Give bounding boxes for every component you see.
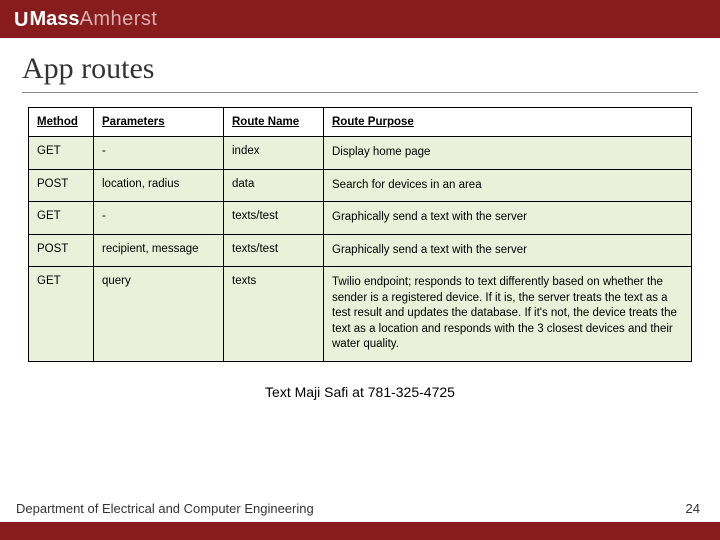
- footer-bar: [0, 522, 720, 540]
- brand-bar: U Mass Amherst: [0, 0, 720, 38]
- cell-purpose: Graphically send a text with the server: [324, 234, 692, 267]
- logo-mass-text: Mass: [29, 8, 79, 31]
- cell-parameters: -: [94, 137, 224, 170]
- table-row: GET - index Display home page: [29, 137, 692, 170]
- routes-table-container: Method Parameters Route Name Route Purpo…: [0, 107, 720, 362]
- col-header-method: Method: [29, 108, 94, 137]
- cell-method: GET: [29, 202, 94, 235]
- page-title: App routes: [0, 38, 720, 92]
- footer-department: Department of Electrical and Computer En…: [16, 501, 314, 516]
- cell-route-name: data: [224, 169, 324, 202]
- logo-amherst-text: Amherst: [79, 8, 157, 31]
- caption-text: Text Maji Safi at 781-325-4725: [0, 384, 720, 400]
- table-row: POST location, radius data Search for de…: [29, 169, 692, 202]
- umass-logo: U Mass Amherst: [14, 8, 157, 31]
- title-underline: [22, 92, 698, 93]
- table-row: POST recipient, message texts/test Graph…: [29, 234, 692, 267]
- cell-purpose: Graphically send a text with the server: [324, 202, 692, 235]
- col-header-route-purpose: Route Purpose: [324, 108, 692, 137]
- cell-route-name: texts/test: [224, 202, 324, 235]
- logo-shield-glyph: U: [14, 9, 28, 32]
- table-row: GET - texts/test Graphically send a text…: [29, 202, 692, 235]
- footer-text-row: Department of Electrical and Computer En…: [0, 495, 720, 522]
- cell-parameters: location, radius: [94, 169, 224, 202]
- cell-parameters: -: [94, 202, 224, 235]
- table-row: GET query texts Twilio endpoint; respond…: [29, 267, 692, 362]
- cell-parameters: recipient, message: [94, 234, 224, 267]
- footer-page-number: 24: [686, 501, 700, 516]
- cell-method: GET: [29, 267, 94, 362]
- cell-parameters: query: [94, 267, 224, 362]
- cell-route-name: index: [224, 137, 324, 170]
- cell-method: GET: [29, 137, 94, 170]
- cell-method: POST: [29, 169, 94, 202]
- cell-purpose: Search for devices in an area: [324, 169, 692, 202]
- cell-route-name: texts/test: [224, 234, 324, 267]
- cell-route-name: texts: [224, 267, 324, 362]
- table-header-row: Method Parameters Route Name Route Purpo…: [29, 108, 692, 137]
- cell-method: POST: [29, 234, 94, 267]
- footer: Department of Electrical and Computer En…: [0, 495, 720, 540]
- cell-purpose: Twilio endpoint; responds to text differ…: [324, 267, 692, 362]
- col-header-route-name: Route Name: [224, 108, 324, 137]
- col-header-parameters: Parameters: [94, 108, 224, 137]
- routes-table: Method Parameters Route Name Route Purpo…: [28, 107, 692, 362]
- cell-purpose: Display home page: [324, 137, 692, 170]
